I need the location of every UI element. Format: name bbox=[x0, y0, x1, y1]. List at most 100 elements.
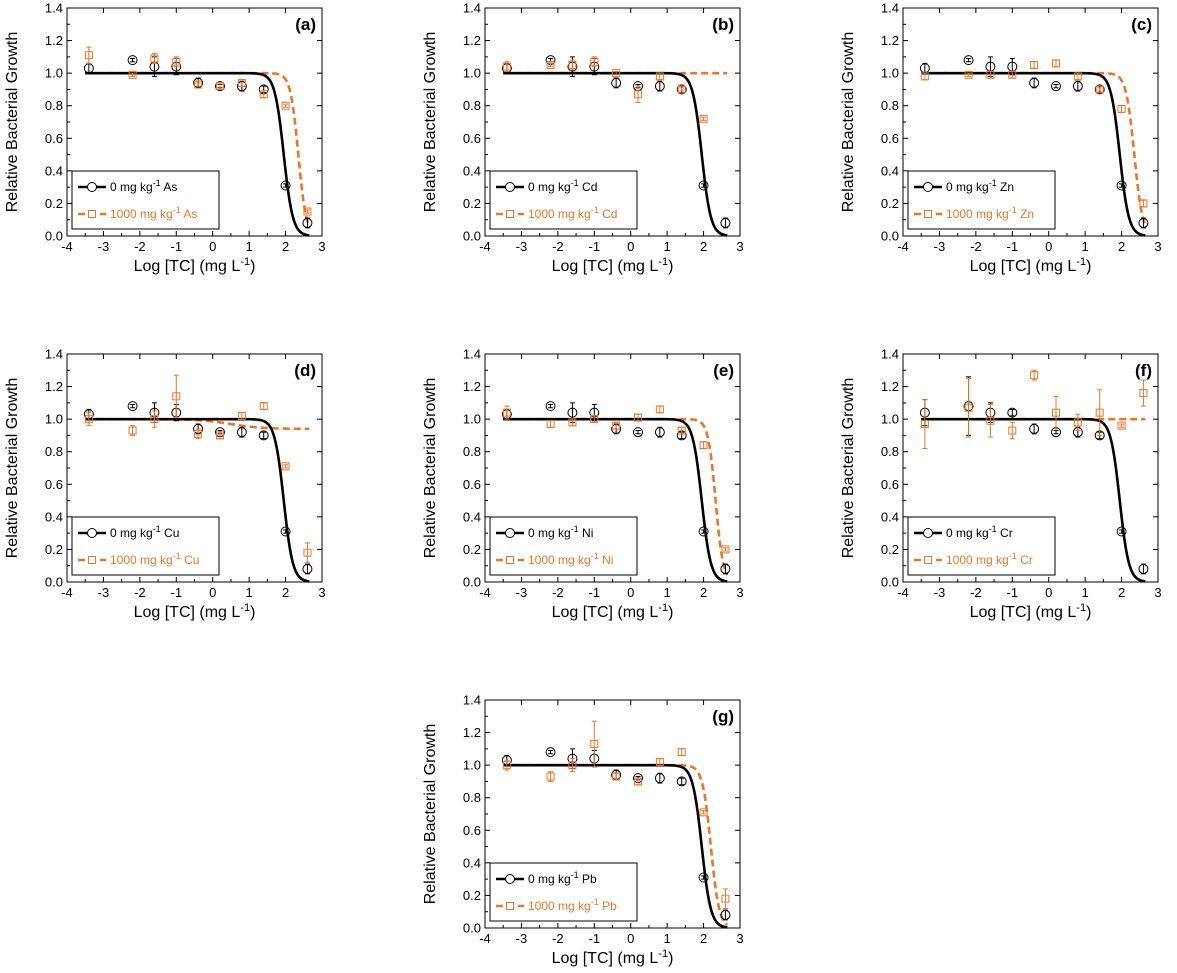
panel-label: (d) bbox=[294, 361, 316, 380]
data-point-square bbox=[546, 420, 555, 429]
data-point-square bbox=[84, 415, 93, 424]
legend-label-control: 0 mg kg-1 Ni bbox=[528, 524, 593, 540]
data-point-circle bbox=[236, 427, 247, 438]
legend-label-metal: Ni bbox=[579, 526, 594, 540]
data-point-square bbox=[590, 739, 599, 748]
x-tick-label: -2 bbox=[134, 585, 146, 600]
x-axis-title: Log [TC] (mg L-1) bbox=[134, 256, 256, 275]
legend-label-metal: Zn bbox=[997, 180, 1014, 194]
data-point-square bbox=[216, 82, 224, 91]
data-point-square bbox=[699, 808, 708, 817]
y-tick-label: 1.4 bbox=[463, 347, 481, 362]
x-tick-label: -4 bbox=[479, 931, 491, 946]
x-tick-label: 2 bbox=[700, 931, 707, 946]
series-treated-points bbox=[502, 405, 730, 554]
y-tick-label: 1.0 bbox=[463, 412, 481, 427]
x-tick-label: 3 bbox=[736, 585, 743, 600]
data-point-square bbox=[568, 418, 577, 427]
y-tick-label: 0.2 bbox=[463, 888, 481, 903]
x-tick-label: -2 bbox=[552, 585, 564, 600]
y-tick-label: 0.0 bbox=[881, 229, 899, 244]
series-treated-points bbox=[920, 369, 1148, 449]
y-axis-title: Relative Bacterial Growth bbox=[4, 32, 21, 213]
data-point-square bbox=[1008, 70, 1017, 79]
y-tick-label: 0.6 bbox=[45, 131, 63, 146]
legend-marker-circle bbox=[87, 528, 97, 538]
data-point-square bbox=[634, 777, 642, 786]
legend-box bbox=[907, 516, 1056, 576]
legend-label-main: 1000 mg kg bbox=[946, 553, 1009, 567]
x-tick-label: -2 bbox=[552, 239, 564, 254]
x-tick-label: 3 bbox=[736, 239, 743, 254]
x-axis-title-main: Log [TC] (mg L bbox=[134, 604, 241, 621]
data-point-square bbox=[612, 69, 621, 78]
fit-curve-control bbox=[921, 71, 1146, 237]
legend-label-treated: 1000 mg kg-1 Cu bbox=[110, 551, 199, 567]
fit-curve-control bbox=[503, 417, 728, 583]
x-axis-title-main: Log [TC] (mg L bbox=[552, 950, 659, 967]
x-tick-label: -2 bbox=[134, 239, 146, 254]
x-tick-label: -1 bbox=[589, 239, 601, 254]
data-point-square bbox=[281, 101, 290, 110]
data-point-circle bbox=[1029, 423, 1040, 434]
legend-label-main: 0 mg kg bbox=[110, 180, 153, 194]
x-axis-title: Log [TC] (mg L-1) bbox=[552, 256, 674, 275]
data-point-square bbox=[1052, 59, 1060, 68]
data-point-circle bbox=[1094, 84, 1105, 95]
y-tick-label: 1.4 bbox=[45, 347, 63, 362]
legend-label-metal: Cu bbox=[161, 526, 180, 540]
legend-label-sup: -1 bbox=[1009, 551, 1017, 561]
data-point-circle bbox=[698, 526, 709, 537]
y-tick-label: 0.0 bbox=[881, 575, 899, 590]
data-point-square bbox=[216, 431, 224, 440]
legend-box bbox=[71, 516, 220, 576]
y-tick-label: 1.2 bbox=[463, 379, 481, 394]
x-tick-label: 1 bbox=[1082, 585, 1089, 600]
legend-label-main: 0 mg kg bbox=[946, 180, 989, 194]
legend-label-metal: Cd bbox=[599, 207, 618, 221]
data-point-square bbox=[502, 62, 511, 71]
data-point-square bbox=[1030, 61, 1039, 69]
legend-label-main: 1000 mg kg bbox=[528, 207, 591, 221]
data-point-circle bbox=[1007, 407, 1018, 418]
y-axis-title: Relative Bacterial Growth bbox=[422, 378, 439, 559]
data-point-square bbox=[237, 78, 246, 87]
data-point-circle bbox=[1116, 180, 1127, 191]
y-tick-label: 0.6 bbox=[45, 477, 63, 492]
y-tick-label: 0.4 bbox=[45, 509, 63, 524]
y-tick-label: 0.4 bbox=[45, 163, 63, 178]
y-tick-label: 0.6 bbox=[463, 131, 481, 146]
data-point-circle bbox=[1138, 217, 1149, 228]
y-tick-label: 0.6 bbox=[881, 131, 899, 146]
legend-label-main: 1000 mg kg bbox=[110, 553, 173, 567]
data-point-square bbox=[1117, 104, 1126, 113]
y-tick-label: 0.8 bbox=[45, 444, 63, 459]
legend-label-sup: -1 bbox=[591, 551, 599, 561]
legend-box bbox=[71, 170, 220, 230]
series-treated-points bbox=[84, 46, 312, 216]
legend-label-metal: Ni bbox=[599, 553, 614, 567]
data-point-circle bbox=[280, 526, 291, 537]
legend-label-sup: -1 bbox=[591, 897, 599, 907]
fit-curve-control bbox=[503, 71, 728, 237]
series-control-points bbox=[919, 55, 1149, 229]
y-tick-label: 1.4 bbox=[45, 1, 63, 16]
y-tick-label: 1.2 bbox=[463, 33, 481, 48]
legend-label-sup: -1 bbox=[153, 178, 161, 188]
x-axis-title-sup: -1 bbox=[658, 948, 668, 960]
x-tick-label: 3 bbox=[318, 239, 325, 254]
legend-marker-circle bbox=[923, 528, 933, 538]
legend-marker-square bbox=[88, 210, 96, 218]
legend-label-metal: As bbox=[161, 180, 178, 194]
data-point-circle bbox=[633, 427, 643, 438]
y-tick-label: 0.0 bbox=[463, 921, 481, 936]
data-point-circle bbox=[698, 872, 709, 883]
y-axis-title: Relative Bacterial Growth bbox=[4, 378, 21, 559]
data-point-square bbox=[128, 70, 137, 79]
data-point-circle bbox=[963, 55, 974, 66]
